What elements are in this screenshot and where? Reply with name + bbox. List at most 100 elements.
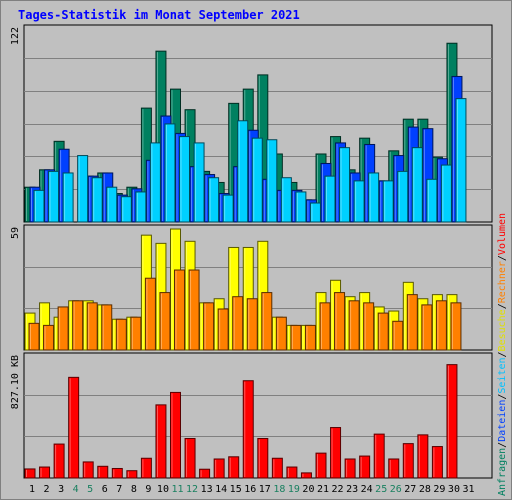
x-tick-label: 29 xyxy=(433,484,445,495)
x-tick-label: 8 xyxy=(131,484,137,495)
x-tick-label: 26 xyxy=(390,484,402,495)
bar-seiten xyxy=(251,137,263,223)
bar-volumen xyxy=(228,456,240,479)
bar-rechner xyxy=(115,318,127,351)
bar-seiten xyxy=(353,180,365,223)
bar-seiten xyxy=(280,177,292,223)
bar-seiten xyxy=(149,142,161,223)
bar-rechner xyxy=(203,302,215,351)
x-tick-label: 15 xyxy=(230,484,242,495)
bar-seiten xyxy=(179,136,190,223)
bar-seiten xyxy=(440,164,452,223)
bar-volumen xyxy=(53,443,65,479)
bar-volumen xyxy=(39,466,51,479)
x-tick-label: 31 xyxy=(462,484,474,495)
x-tick-label: 4 xyxy=(73,484,79,495)
bar-rechner xyxy=(435,300,447,351)
bar-seiten xyxy=(193,142,205,223)
bar-seiten xyxy=(135,191,147,223)
bar-volumen xyxy=(82,461,94,479)
x-tick-label: 21 xyxy=(317,484,329,495)
x-tick-label: 22 xyxy=(332,484,344,495)
bar-seiten xyxy=(309,202,321,223)
bar-rechner xyxy=(72,300,84,351)
legend-separator: / xyxy=(497,394,508,400)
bar-rechner xyxy=(246,298,258,351)
x-tick-label: 17 xyxy=(259,484,271,495)
x-tick-label: 19 xyxy=(288,484,300,495)
legend-separator: / xyxy=(497,442,508,448)
x-tick-label: 27 xyxy=(404,484,416,495)
bar-seiten xyxy=(91,177,103,223)
bar-rechner xyxy=(57,306,69,351)
legend-item-seiten: Seiten xyxy=(497,357,508,393)
bar-rechner xyxy=(188,269,200,351)
x-tick-label: 28 xyxy=(419,484,431,495)
bar-seiten xyxy=(295,191,307,223)
bar-rechner xyxy=(144,277,156,351)
x-tick-label: 23 xyxy=(346,484,358,495)
bar-rechner xyxy=(130,316,142,351)
bar-rechner xyxy=(392,320,404,351)
bar-volumen xyxy=(184,438,196,479)
scale-label-middle: 59 xyxy=(10,227,21,239)
bar-volumen xyxy=(242,380,254,479)
bar-seiten xyxy=(455,98,467,223)
bar-volumen xyxy=(315,452,327,479)
bar-seiten xyxy=(208,177,220,223)
bar-rechner xyxy=(304,324,316,351)
bar-rechner xyxy=(43,324,55,351)
bar-rechner xyxy=(86,302,98,351)
x-tick-label: 20 xyxy=(302,484,314,495)
bar-rechner xyxy=(159,292,171,351)
legend-item-dateien: Dateien xyxy=(497,400,508,442)
bar-volumen xyxy=(155,404,167,479)
bar-volumen xyxy=(388,458,400,479)
bar-volumen xyxy=(446,364,458,479)
legend-separator: / xyxy=(497,303,508,309)
bar-seiten xyxy=(164,123,176,223)
bar-rechner xyxy=(261,292,273,351)
bar-seiten xyxy=(106,186,118,223)
legend-separator: / xyxy=(497,255,508,261)
bar-volumen xyxy=(126,470,138,479)
scale-label-bottom: 827.10 KB xyxy=(10,355,21,409)
bar-volumen xyxy=(257,438,269,479)
x-tick-label: 9 xyxy=(145,484,151,495)
bar-seiten xyxy=(62,172,74,223)
x-tick-label: 12 xyxy=(186,484,198,495)
bar-seiten xyxy=(324,175,336,223)
bar-rechner xyxy=(406,294,418,351)
legend-item-rechner: Rechner xyxy=(497,261,508,303)
x-tick-label: 16 xyxy=(244,484,256,495)
bar-seiten xyxy=(368,172,380,223)
bar-volumen xyxy=(199,468,211,479)
bar-volumen xyxy=(111,467,123,479)
chart-title: Tages-Statistik im Monat September 2021 xyxy=(18,8,300,22)
x-tick-label: 25 xyxy=(375,484,387,495)
bar-rechner xyxy=(275,316,287,351)
bar-volumen xyxy=(359,455,371,479)
x-tick-label: 14 xyxy=(215,484,227,495)
legend-separator: / xyxy=(497,351,508,357)
bar-volumen xyxy=(97,465,109,479)
bar-seiten xyxy=(120,196,132,223)
bar-volumen xyxy=(140,457,152,479)
bar-volumen xyxy=(213,458,225,479)
x-tick-label: 30 xyxy=(448,484,460,495)
bar-volumen xyxy=(286,466,298,479)
bar-rechner xyxy=(174,269,185,351)
bar-rechner xyxy=(319,302,331,351)
bar-seiten xyxy=(266,139,278,223)
x-tick-label: 1 xyxy=(29,484,35,495)
bar-rechner xyxy=(363,302,375,351)
bar-seiten xyxy=(48,170,60,223)
bar-volumen xyxy=(330,427,342,479)
bar-seiten xyxy=(382,180,394,223)
bar-rechner xyxy=(28,322,40,351)
bar-seiten xyxy=(397,170,409,223)
bar-rechner xyxy=(232,296,244,351)
x-tick-label: 11 xyxy=(171,484,183,495)
x-tick-label: 7 xyxy=(116,484,122,495)
x-tick-label: 10 xyxy=(157,484,169,495)
